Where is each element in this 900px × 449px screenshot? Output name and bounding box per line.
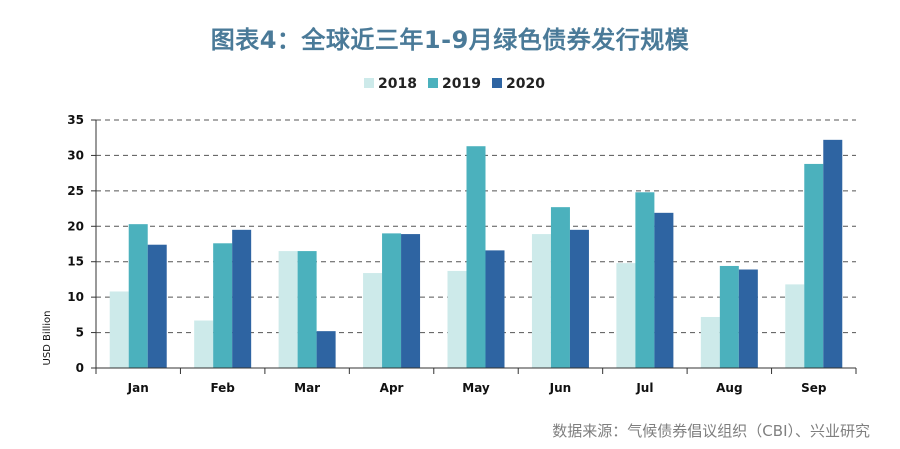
x-tick-label: Jan <box>127 381 149 395</box>
chart-title: 图表4：全球近三年1-9月绿色债券发行规模 <box>210 26 690 54</box>
bar-2020-mar <box>316 331 336 368</box>
bar-2018-jan <box>109 291 129 368</box>
y-tick-label: 15 <box>67 255 84 269</box>
legend-swatch-2019 <box>428 78 438 88</box>
x-tick-labels: Jan Feb Mar Apr May Jun Jul Aug Sep <box>127 381 827 395</box>
y-tick-labels: 0 5 10 15 20 25 30 35 <box>67 113 84 375</box>
bar-2018-apr <box>363 273 383 368</box>
bar-2019-sep <box>804 163 824 368</box>
x-tick-label: Aug <box>716 381 742 395</box>
legend-swatch-2018 <box>364 78 374 88</box>
bar-2020-apr <box>401 234 421 368</box>
x-tick-label: May <box>462 381 490 395</box>
bar-2019-apr <box>382 233 402 368</box>
bar-2019-mar <box>297 251 317 368</box>
legend-swatch-2020 <box>492 78 502 88</box>
bar-2019-jul <box>635 192 655 368</box>
y-axis-label: USD Billion <box>42 311 53 366</box>
bars <box>109 139 843 368</box>
bar-2020-aug <box>738 269 758 368</box>
bar-2018-jun <box>531 234 551 368</box>
y-tick-label: 20 <box>67 219 84 233</box>
bar-2020-may <box>485 250 505 368</box>
legend-label-2020: 2020 <box>506 76 545 92</box>
bar-2018-mar <box>278 251 298 368</box>
bar-2020-sep <box>823 139 843 368</box>
bar-2019-aug <box>719 265 739 368</box>
bar-2018-aug <box>700 316 720 368</box>
x-tick-label: Apr <box>380 381 404 395</box>
x-tick-label: Jul <box>635 381 653 395</box>
bar-2018-sep <box>785 284 805 368</box>
y-tick-label: 5 <box>76 326 84 340</box>
legend-label-2019: 2019 <box>442 76 481 92</box>
legend: 2018 2019 2020 <box>364 76 545 92</box>
bar-2020-jun <box>569 229 589 368</box>
bar-2019-may <box>466 146 486 368</box>
source-note: 数据来源：气候债券倡议组织（CBI）、兴业研究 <box>552 422 870 440</box>
x-tick-label: Sep <box>801 381 827 395</box>
x-tick-label: Jun <box>549 381 572 395</box>
y-tick-label: 30 <box>67 148 84 162</box>
bar-2018-feb <box>194 320 214 368</box>
x-tick-label: Feb <box>210 381 235 395</box>
bar-2018-jul <box>616 263 636 368</box>
y-tick-label: 25 <box>67 184 84 198</box>
bar-2018-may <box>447 270 467 368</box>
legend-label-2018: 2018 <box>378 76 417 92</box>
bar-2020-feb <box>232 229 252 368</box>
bar-2020-jul <box>654 212 674 368</box>
bar-2019-feb <box>213 243 233 368</box>
y-tick-label: 10 <box>67 290 84 304</box>
axes <box>91 119 857 374</box>
bar-2019-jan <box>128 224 148 368</box>
bar-2019-jun <box>550 207 570 368</box>
y-tick-label: 0 <box>76 361 84 375</box>
y-tick-label: 35 <box>67 113 84 127</box>
bar-2020-jan <box>147 244 167 368</box>
x-tick-label: Mar <box>294 381 320 395</box>
